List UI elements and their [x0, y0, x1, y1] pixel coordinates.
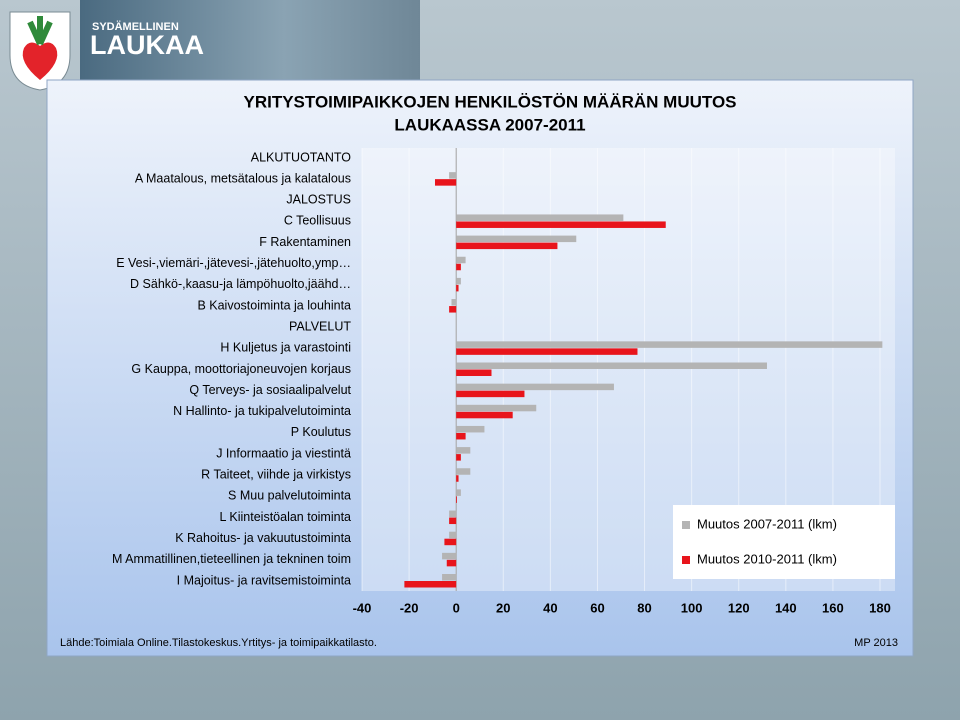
bar — [456, 432, 466, 440]
x-tick-label: 120 — [728, 600, 750, 615]
y-tick-label: Q Terveys- ja sosiaalipalvelut — [189, 383, 351, 397]
y-tick-label: R Taiteet, viihde ja virkistys — [201, 468, 351, 482]
x-tick-label: -40 — [353, 600, 372, 615]
bar — [434, 179, 457, 186]
x-tick-label: 80 — [637, 600, 651, 615]
bar — [456, 256, 466, 264]
bar — [456, 263, 461, 271]
author-note: MP 2013 — [854, 637, 898, 649]
bar — [456, 214, 624, 221]
legend-swatch — [682, 556, 690, 564]
bar — [456, 362, 767, 369]
x-tick-label: 180 — [869, 600, 891, 615]
y-tick-label: B Kaivostoiminta ja louhinta — [197, 298, 351, 312]
y-tick-label: L Kiinteistöalan toiminta — [219, 510, 351, 524]
y-tick-label: F Rakentaminen — [259, 235, 351, 249]
bar — [449, 517, 457, 525]
x-tick-label: 60 — [590, 600, 604, 615]
x-tick-label: 40 — [543, 600, 557, 615]
legend-box — [673, 505, 895, 579]
bar — [446, 559, 457, 567]
x-tick-label: 100 — [681, 600, 703, 615]
y-tick-label: M Ammatillinen,tieteellinen ja tekninen … — [112, 552, 351, 566]
bar — [449, 531, 457, 539]
bar — [456, 369, 492, 376]
bar — [456, 235, 577, 243]
bar — [442, 552, 457, 560]
x-tick-label: -20 — [400, 600, 419, 615]
x-tick-label: 140 — [775, 600, 797, 615]
y-tick-label: ALKUTUOTANTO — [251, 150, 352, 164]
y-tick-label: PALVELUT — [289, 319, 351, 333]
chart-title: YRITYSTOIMIPAIKKOJEN HENKILÖSTÖN MÄÄRÄN … — [243, 92, 736, 111]
bar — [456, 348, 638, 355]
bar — [456, 496, 457, 503]
bar — [456, 221, 666, 228]
y-tick-label: P Koulutus — [291, 425, 351, 439]
source-note: Lähde:Toimiala Online.Tilastokeskus.Yrti… — [60, 637, 377, 649]
bar — [451, 299, 457, 306]
bar — [456, 475, 459, 482]
bar — [449, 510, 457, 518]
legend-label: Muutos 2007-2011 (lkm) — [697, 516, 837, 531]
bar — [456, 284, 459, 292]
bar — [456, 242, 558, 250]
y-tick-label: D Sähkö-,kaasu-ja lämpöhuolto,jäähd… — [130, 277, 351, 291]
logo-subtitle: SYDÄMELLINEN — [92, 20, 179, 33]
y-tick-label: J Informaatio ja viestintä — [216, 446, 351, 460]
y-tick-label: A Maatalous, metsätalous ja kalatalous — [135, 171, 351, 185]
x-tick-label: 20 — [496, 600, 510, 615]
bar — [456, 390, 525, 398]
y-tick-label: JALOSTUS — [286, 193, 351, 207]
x-tick-label: 0 — [453, 600, 460, 615]
logo-title: LAUKAA — [90, 30, 204, 60]
bar — [456, 468, 471, 475]
bar — [456, 383, 614, 391]
x-tick-label: 160 — [822, 600, 844, 615]
y-tick-label: C Teollisuus — [284, 214, 351, 228]
y-tick-label: G Kauppa, moottoriajoneuvojen korjaus — [131, 362, 351, 376]
bar — [456, 425, 485, 433]
logo-heart — [22, 42, 58, 80]
bar — [442, 574, 457, 581]
y-tick-label: H Kuljetus ja varastointi — [220, 341, 351, 355]
y-tick-label: E Vesi-,viemäri-,jätevesi-,jätehuolto,ym… — [116, 256, 351, 270]
header-photo — [80, 0, 420, 82]
y-tick-label: I Majoitus- ja ravitsemistoiminta — [177, 573, 351, 587]
chart-title: LAUKAASSA 2007-2011 — [394, 115, 585, 134]
bar — [449, 172, 457, 179]
y-tick-label: N Hallinto- ja tukipalvelutoiminta — [173, 404, 351, 418]
y-tick-label: S Muu palvelutoiminta — [228, 489, 351, 503]
bar — [456, 341, 883, 348]
bar — [444, 538, 457, 546]
bar — [456, 404, 537, 412]
legend-swatch — [682, 521, 690, 529]
bar — [449, 306, 457, 313]
bar — [456, 454, 461, 461]
logo-leaves — [27, 16, 53, 46]
y-tick-label: K Rahoitus- ja vakuutustoiminta — [175, 531, 351, 545]
bar — [456, 489, 461, 496]
bar — [456, 277, 461, 285]
bar — [456, 447, 471, 454]
bar — [456, 411, 513, 419]
legend-label: Muutos 2010-2011 (lkm) — [697, 551, 837, 566]
bar — [404, 581, 457, 588]
